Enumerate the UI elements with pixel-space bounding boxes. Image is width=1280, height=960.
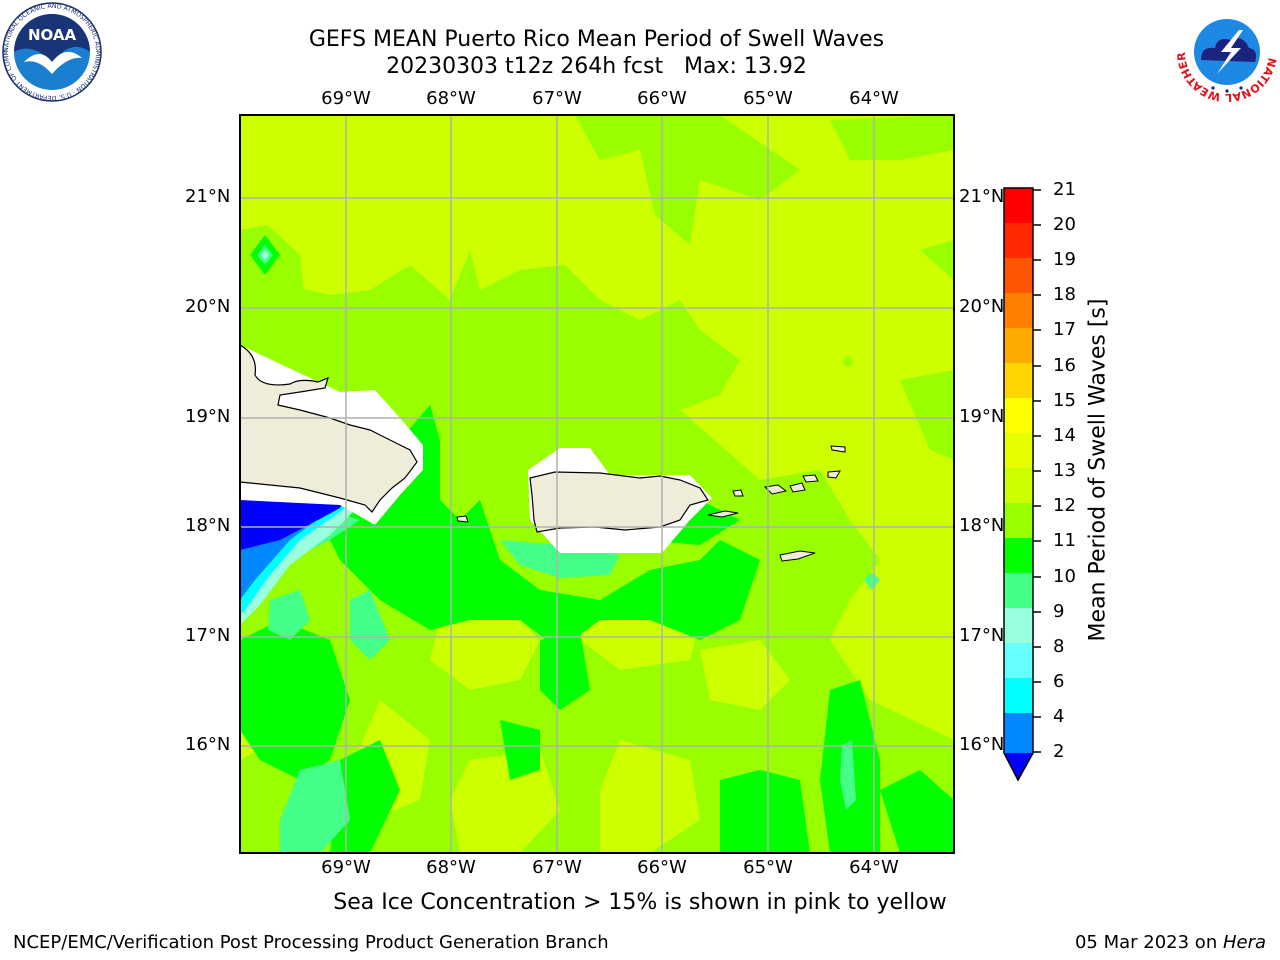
lon-label-top: 67°W [532, 88, 582, 109]
colorbar-tick-label: 16 [1053, 355, 1076, 376]
lon-label-bottom: 69°W [321, 857, 371, 878]
colorbar-tick-label: 20 [1053, 214, 1076, 235]
footer-date-text: 05 Mar 2023 on [1074, 932, 1223, 953]
colorbar-tick-label: 15 [1053, 390, 1076, 411]
colorbar-tick-label: 18 [1053, 284, 1076, 305]
lon-label-bottom: 66°W [637, 857, 687, 878]
map-gridlines [240, 115, 954, 853]
footer-host: Hera [1222, 932, 1266, 953]
lat-label-right: 18°N [959, 515, 1005, 536]
colorbar-title: Mean Period of Swell Waves [s] [1085, 298, 1111, 642]
map-title: GEFS MEAN Puerto Rico Mean Period of Swe… [308, 27, 885, 52]
lon-label-top: 65°W [743, 88, 793, 109]
lat-label-right: 20°N [959, 296, 1005, 317]
land-puerto-rico [529, 471, 709, 533]
noaa-logo: NATIONAL OCEANIC AND ATMOSPHERIC ADMINIS… [2, 2, 102, 102]
colorbar-tick-label: 17 [1053, 319, 1076, 340]
colorbar-tick-label: 19 [1053, 249, 1076, 270]
land-small-islands [456, 445, 846, 562]
lon-label-top: 69°W [321, 88, 371, 109]
colorbar [1003, 187, 1041, 782]
lon-label-bottom: 64°W [849, 857, 899, 878]
map-frame [239, 114, 955, 854]
colorbar-tick-label: 14 [1053, 425, 1076, 446]
lat-label-right: 21°N [959, 186, 1005, 207]
footer-credit: NCEP/EMC/Verification Post Processing Pr… [13, 932, 609, 953]
noaa-logo-text: NOAA [28, 26, 77, 44]
colorbar-tick-label: 4 [1053, 706, 1065, 727]
colorbar-tick-label: 2 [1053, 741, 1065, 762]
colorbar-tick-label: 21 [1053, 179, 1076, 200]
lat-label-left: 17°N [185, 625, 231, 646]
colorbar-tick-label: 10 [1053, 566, 1076, 587]
colorbar-tick-label: 12 [1053, 495, 1076, 516]
sea-ice-footnote: Sea Ice Concentration > 15% is shown in … [333, 890, 947, 915]
lat-label-right: 17°N [959, 625, 1005, 646]
lat-label-left: 18°N [185, 515, 231, 536]
colorbar-tick-label: 8 [1053, 636, 1065, 657]
lat-label-left: 20°N [185, 296, 231, 317]
lat-label-right: 16°N [959, 734, 1005, 755]
map-subtitle: 20230303 t12z 264h fcst Max: 13.92 [386, 54, 807, 79]
lat-label-left: 19°N [185, 406, 231, 427]
footer-date: 05 Mar 2023 on Hera [1075, 932, 1266, 953]
colorbar-tick-label: 6 [1053, 671, 1065, 692]
lat-label-left: 16°N [185, 734, 231, 755]
lon-label-bottom: 67°W [532, 857, 582, 878]
lon-label-top: 64°W [849, 88, 899, 109]
lat-label-right: 19°N [959, 406, 1005, 427]
lon-label-bottom: 65°W [743, 857, 793, 878]
lat-label-left: 21°N [185, 186, 231, 207]
colorbar-tick-label: 13 [1053, 460, 1076, 481]
colorbar-tick-label: 11 [1053, 530, 1076, 551]
swell-field-10-11s [240, 405, 954, 853]
swell-field-12-13s-patches [240, 580, 954, 853]
lon-label-top: 66°W [637, 88, 687, 109]
nws-logo: NATIONAL WEATHER SERVICE [1177, 2, 1277, 102]
lon-label-top: 68°W [426, 88, 476, 109]
land-hispaniola [240, 344, 418, 513]
colorbar-tick-label: 9 [1053, 601, 1065, 622]
lon-label-bottom: 68°W [426, 857, 476, 878]
